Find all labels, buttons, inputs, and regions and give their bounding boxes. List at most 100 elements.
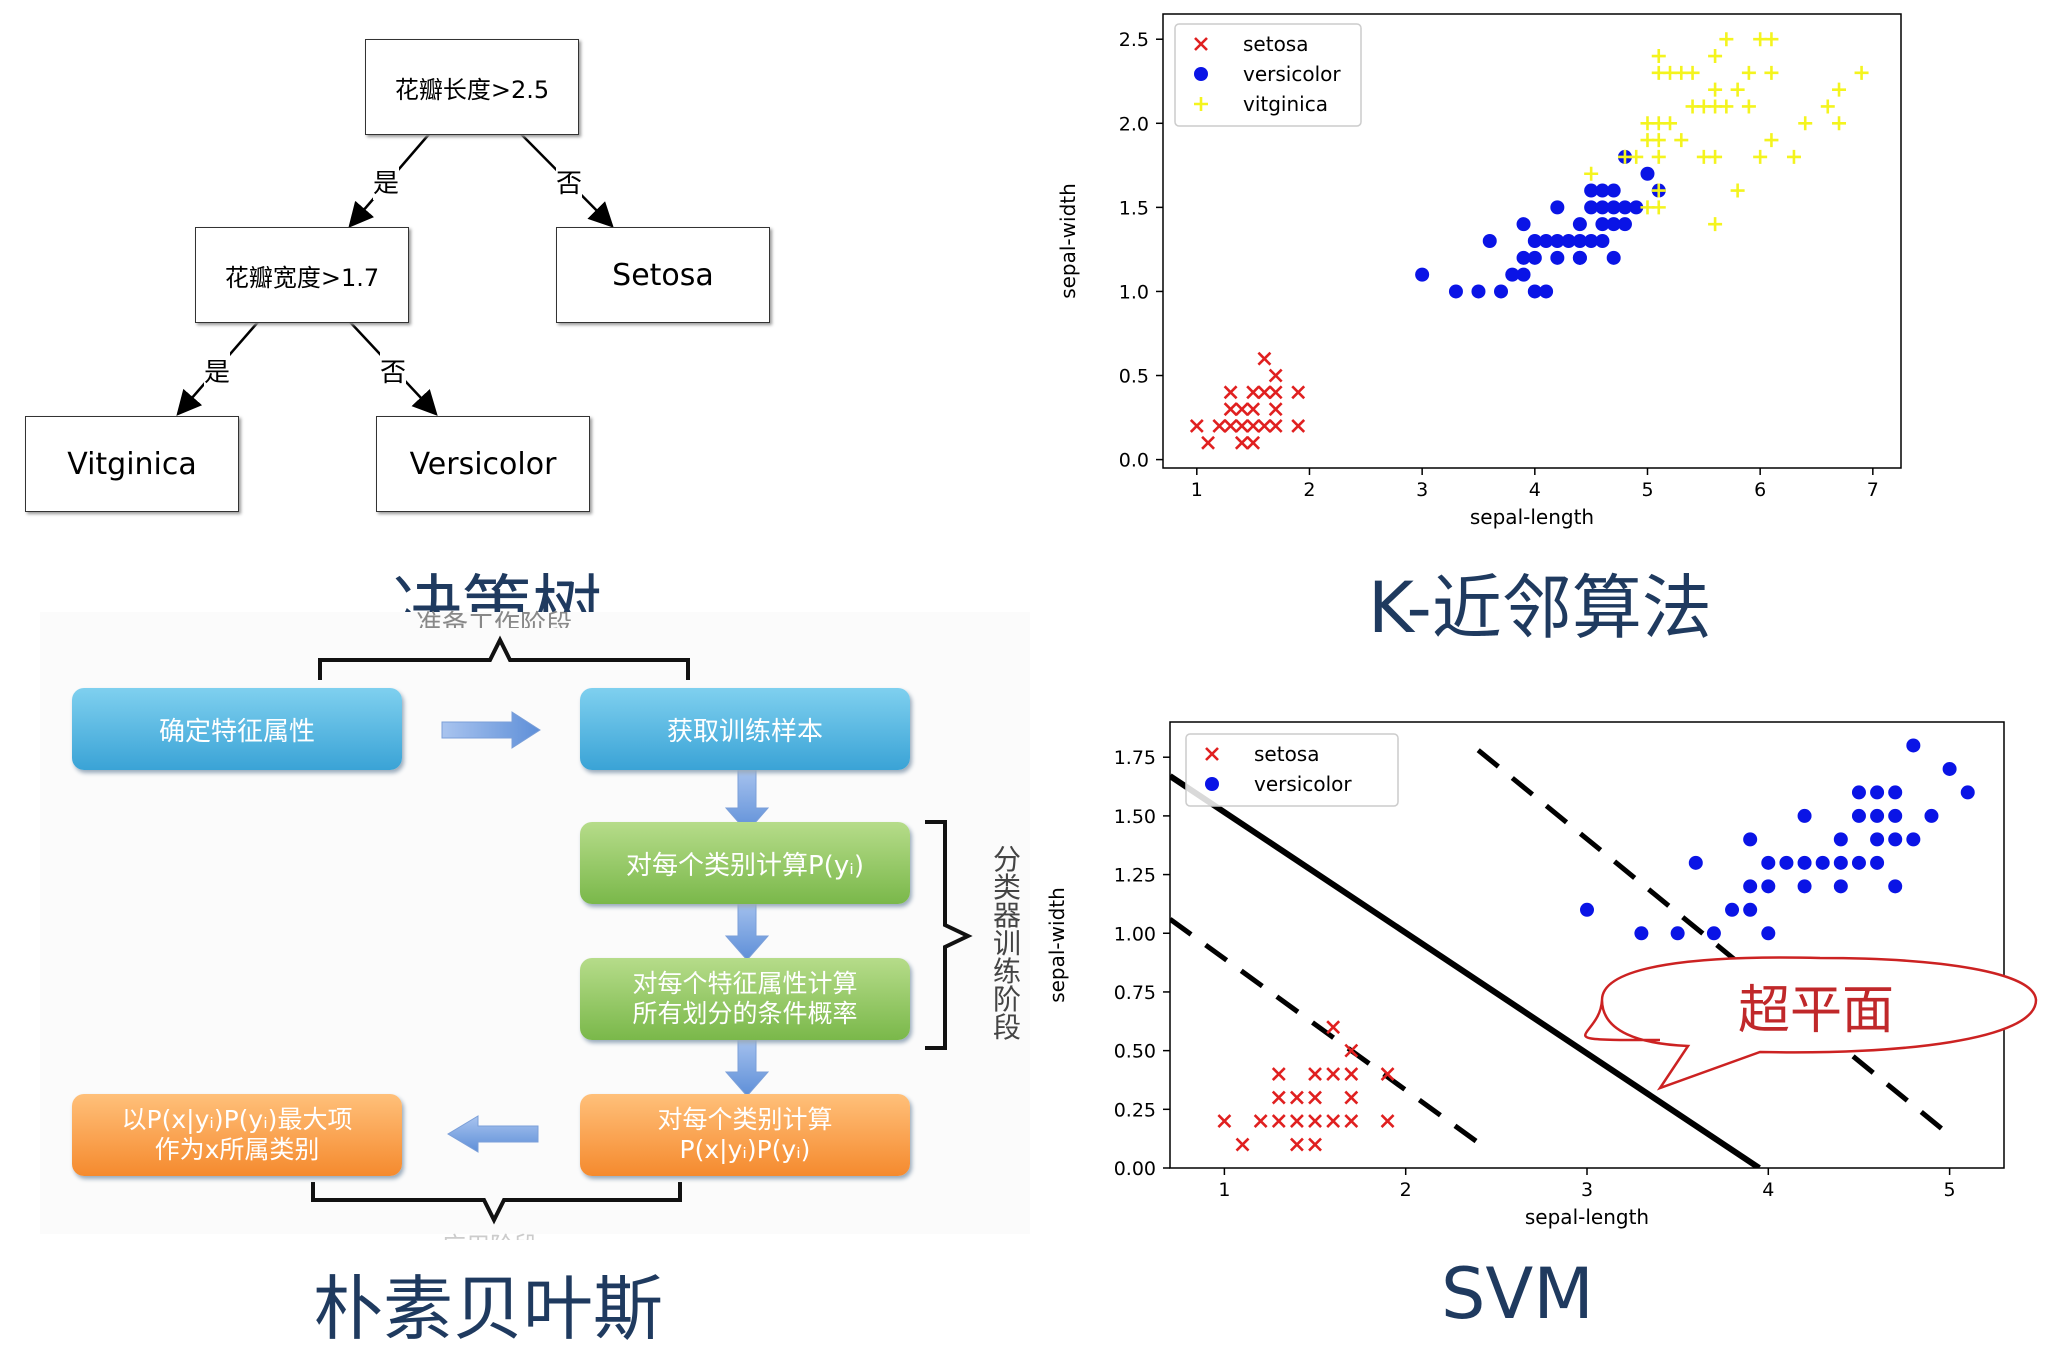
versicolor-point	[1527, 284, 1542, 299]
versicolor-point	[1851, 808, 1866, 823]
versicolor-point	[1550, 250, 1565, 265]
versicolor-point	[1924, 808, 1939, 823]
setosa-point	[1326, 1067, 1341, 1082]
setosa-point	[1246, 435, 1261, 450]
versicolor-point	[1815, 855, 1830, 870]
caption-svm: SVM	[1441, 1253, 1594, 1335]
tree-leaf-vitginica: Vitginica	[25, 416, 239, 512]
setosa-point	[1253, 1114, 1268, 1128]
x-axis-label: sepal-length	[1470, 505, 1594, 529]
versicolor-point	[1415, 267, 1430, 282]
setosa-point	[1380, 1067, 1395, 1082]
setosa-point	[1223, 419, 1238, 433]
setosa-point	[1344, 1043, 1359, 1058]
versicolor-point	[1743, 879, 1758, 894]
versicolor-point	[1725, 902, 1740, 917]
apply-stage-label: 应用阶段	[442, 1226, 538, 1240]
setosa-point	[1257, 351, 1272, 366]
y-tick-label: 1.25	[1114, 865, 1156, 887]
setosa-point	[1308, 1090, 1322, 1105]
train-stage-char: 器	[992, 899, 1021, 932]
step-box-class-prior: 对每个类别计算P(yᵢ)	[580, 822, 910, 904]
y-axis-label: sepal-width	[1056, 183, 1080, 299]
versicolor-point	[1870, 808, 1885, 823]
setosa-point	[1234, 419, 1249, 433]
setosa-point	[1234, 402, 1249, 417]
x-tick-label: 5	[1944, 1179, 1956, 1201]
versicolor-point	[1606, 217, 1621, 232]
setosa-point	[1380, 1114, 1395, 1128]
versicolor-point	[1584, 234, 1599, 248]
vitginica-point	[1719, 99, 1734, 114]
versicolor-point	[1761, 855, 1776, 870]
vitginica-point	[1584, 166, 1599, 181]
versicolor-point	[1833, 832, 1848, 847]
train-stage-char: 段	[992, 1011, 1021, 1044]
tree-edge-yes-1: 是	[373, 163, 400, 200]
step-box-argmax: 以P(x|yᵢ)P(yᵢ)最大项 作为x所属类别	[72, 1094, 402, 1176]
setosa-point	[1308, 1114, 1322, 1128]
versicolor-point	[1888, 808, 1903, 823]
versicolor-point	[1640, 166, 1655, 181]
setosa-point	[1246, 385, 1261, 400]
train-stage-char: 类	[992, 871, 1021, 904]
y-axis-label: sepal-width	[1045, 887, 1069, 1003]
setosa-point	[1257, 419, 1272, 433]
versicolor-point	[1539, 234, 1554, 248]
x-tick-label: 2	[1303, 479, 1315, 501]
vitginica-point	[1730, 82, 1745, 97]
legend-marker-setosa	[1205, 747, 1219, 761]
setosa-point	[1246, 402, 1261, 417]
vitginica-point	[1741, 65, 1756, 80]
y-tick-label: 0.5	[1119, 366, 1149, 388]
step-box-conditional-prob-line2: 所有划分的条件概率	[632, 999, 858, 1028]
x-tick-label: 2	[1400, 1179, 1412, 1201]
vitginica-point	[1719, 32, 1734, 47]
setosa-point	[1268, 402, 1283, 417]
versicolor-point	[1448, 284, 1463, 299]
tree-edge-no-1: 否	[556, 163, 583, 200]
step-box-posterior-line2: P(x|yᵢ)P(yᵢ)	[679, 1135, 811, 1164]
setosa-point	[1291, 419, 1306, 433]
tree-leaf-vitginica-label: Vitginica	[67, 446, 197, 482]
prep-stage-label: 准备工作阶段	[416, 610, 573, 628]
vitginica-point	[1741, 99, 1756, 114]
vitginica-point	[1753, 149, 1768, 164]
versicolor-point	[1870, 785, 1885, 800]
setosa-point	[1235, 1137, 1250, 1152]
vitginica-point	[1764, 32, 1779, 47]
versicolor-point	[1606, 250, 1621, 265]
vitginica-point	[1708, 217, 1723, 232]
versicolor-point	[1779, 855, 1794, 870]
x-tick-label: 4	[1529, 479, 1541, 501]
step-box-feature-attributes: 确定特征属性	[72, 688, 402, 770]
step-box-feature-attributes-label: 确定特征属性	[158, 716, 315, 747]
vitginica-point	[1764, 133, 1779, 148]
versicolor-point	[1629, 200, 1644, 215]
vitginica-point	[1629, 149, 1644, 164]
y-tick-label: 0.00	[1114, 1158, 1156, 1180]
setosa-point	[1326, 1114, 1341, 1128]
setosa-point	[1308, 1137, 1322, 1152]
versicolor-point	[1505, 267, 1520, 282]
y-tick-label: 1.50	[1114, 806, 1156, 828]
legend-box	[1185, 733, 1399, 807]
versicolor-point	[1906, 738, 1921, 753]
versicolor-point	[1833, 855, 1848, 870]
tree-edge-no-2: 否	[380, 352, 407, 389]
versicolor-point	[1688, 855, 1703, 870]
versicolor-point	[1494, 284, 1509, 299]
versicolor-point	[1572, 234, 1587, 248]
legend-marker-versicolor	[1205, 777, 1219, 791]
train-stage-char: 训	[992, 927, 1021, 960]
plot-area	[1189, 32, 1869, 450]
versicolor-point	[1870, 832, 1885, 847]
setosa-point	[1271, 1067, 1286, 1082]
x-tick-label: 4	[1762, 1179, 1774, 1201]
versicolor-point	[1516, 217, 1531, 232]
x-tick-label: 1	[1218, 1179, 1230, 1201]
tree-node-mid-label: 花瓣宽度>1.7	[224, 263, 380, 292]
vitginica-point	[1708, 82, 1723, 97]
